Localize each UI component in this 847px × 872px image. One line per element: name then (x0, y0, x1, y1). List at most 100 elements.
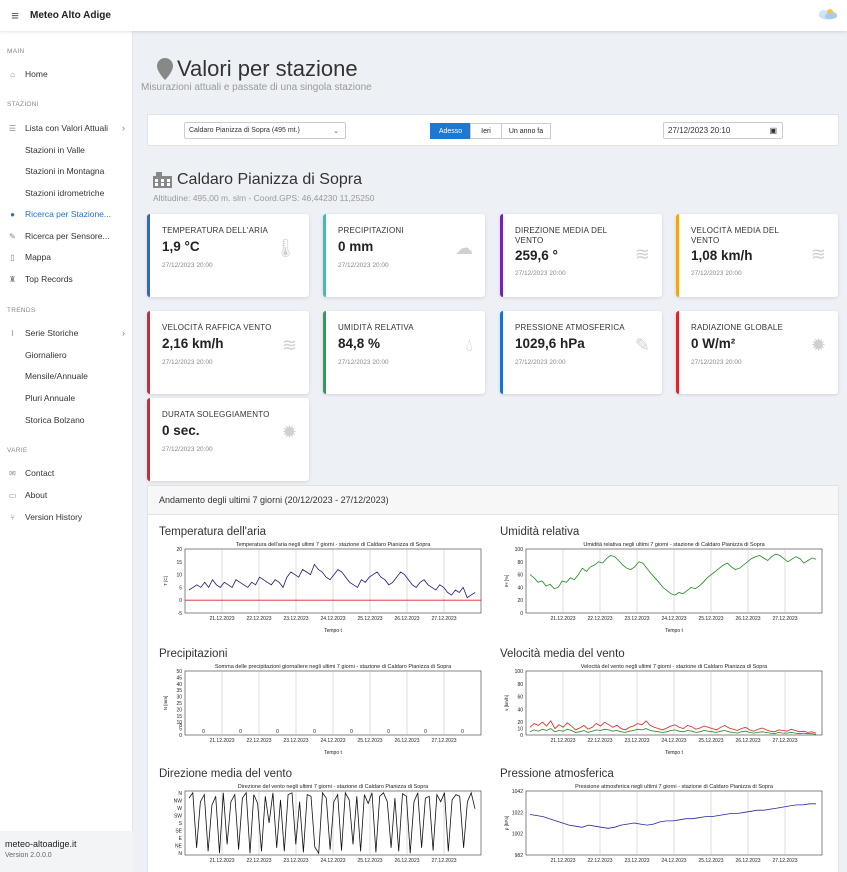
card-label: DIREZIONE MEDIA DEL VENTO (515, 226, 607, 245)
y-tick-label: 100 (515, 547, 524, 553)
y-tick-label: SW (174, 814, 182, 820)
sidebar-item-mensile-annuale[interactable]: Mensile/Annuale (0, 368, 133, 384)
sidebar-section-main: MAIN (7, 48, 25, 55)
y-tick-label: 80 (517, 682, 523, 688)
sidebar-item-stazioni-idrometriche[interactable]: Stazioni idrometriche (0, 185, 133, 201)
y-tick-label: 982 (515, 853, 524, 859)
eyedropper-icon: ✎ (634, 335, 650, 355)
chart-svg: Temperatura dell'aria negli ultimi 7 gio… (163, 542, 482, 634)
y-tick-label: -5 (178, 611, 183, 617)
menu-toggle-icon[interactable]: ≡ (11, 8, 19, 23)
card-label: UMIDITÀ RELATIVA (338, 323, 414, 332)
chart-svg: Pressione atmosferica negli ultimi 7 gio… (504, 784, 823, 864)
card-label: VELOCITÀ MEDIA DEL VENTO (691, 226, 779, 245)
sidebar-section-stazioni: STAZIONI (7, 101, 39, 108)
x-tick-label: 27.12.2023 (772, 858, 797, 864)
bar-data-label: 0 (313, 729, 316, 735)
y-tick-label: N (178, 851, 182, 857)
adesso-button[interactable]: Adesso (430, 123, 471, 139)
station-select[interactable]: Caldaro Pianizza di Sopra (495 mt.) ⌄ (184, 122, 346, 139)
sidebar-item-label: About (25, 490, 48, 500)
sidebar-item-label: Mensile/Annuale (25, 371, 88, 381)
x-tick-label: 21.12.2023 (209, 858, 234, 864)
sidebar-item-stazioni-valle[interactable]: Stazioni in Valle (0, 142, 133, 158)
chart-title: Direzione del vento negli ultimi 7 giorn… (238, 784, 429, 790)
ieri-button[interactable]: Ieri (470, 123, 502, 139)
trophy-icon: ♜ (8, 274, 17, 284)
y-tick-label: 1022 (512, 810, 523, 816)
card-value: 1029,6 hPa (515, 336, 585, 351)
y-tick-label: 8 (179, 723, 182, 729)
top-navbar: ≡ Meteo Alto Adige (0, 0, 847, 31)
calendar-icon[interactable]: ▣ (769, 126, 777, 135)
bar-data-label: 0 (387, 729, 390, 735)
datetime-value: 27/12/2023 20:10 (668, 126, 731, 135)
card-timestamp: 27/12/2023 20:00 (338, 262, 389, 269)
chevron-down-icon: ⌄ (333, 127, 339, 135)
page-subtitle: Misurazioni attuali e passate di una sin… (141, 82, 372, 93)
y-tick-label: 30 (176, 695, 182, 701)
x-tick-label: 22.12.2023 (246, 616, 271, 622)
wind-icon: ≋ (810, 244, 826, 264)
sidebar-item-about[interactable]: ▭ About (0, 487, 133, 503)
y-tick-label: 40 (176, 682, 182, 688)
sidebar-item-ricerca-stazione[interactable]: ● Ricerca per Stazione... (0, 206, 133, 222)
x-tick-label: 22.12.2023 (587, 738, 612, 744)
x-tick-label: 22.12.2023 (587, 858, 612, 864)
chart-svg: Velocità del vento negli ultimi 7 giorni… (504, 664, 823, 756)
sidebar-item-label: Stazioni idrometriche (25, 188, 105, 198)
card-value: 0 W/m² (691, 336, 736, 351)
card-label: PRECIPITAZIONI (338, 226, 404, 235)
x-tick-label: 21.12.2023 (550, 738, 575, 744)
sidebar-item-label: Stazioni in Valle (25, 145, 85, 155)
sidebar-item-version-history[interactable]: ⑂ Version History (0, 509, 133, 525)
x-axis-label: Tempo t (324, 750, 342, 756)
y-tick-label: W (177, 806, 182, 812)
charts-panel-title: Andamento degli ultimi 7 giorni (20/12/2… (148, 486, 838, 515)
sidebar-section-varie: VARIE (7, 447, 28, 454)
measurement-card: DURATA SOLEGGIAMENTO 0 sec. 27/12/2023 20:… (147, 398, 309, 481)
y-tick-label: 60 (517, 573, 523, 579)
sidebar-item-label: Home (25, 69, 48, 79)
sidebar-item-contact[interactable]: ✉ Contact (0, 465, 133, 481)
series-line-1 (529, 728, 817, 735)
map-marker-icon: ● (10, 209, 15, 219)
sidebar-item-storica-bolzano[interactable]: Storica Bolzano (0, 412, 133, 428)
y-tick-label: 1002 (512, 832, 523, 838)
x-tick-label: 22.12.2023 (246, 738, 271, 744)
building-icon (153, 172, 172, 188)
series-line-0 (188, 791, 476, 855)
charts-panel: Andamento degli ultimi 7 giorni (20/12/2… (147, 485, 839, 872)
sidebar-item-serie-storiche[interactable]: ⌇ Serie Storiche › (0, 325, 133, 341)
page-title-text: Valori per stazione (177, 56, 358, 81)
sidebar-item-pluri-annuale[interactable]: Pluri Annuale (0, 390, 133, 406)
sidebar-item-stazioni-montagna[interactable]: Stazioni in Montagna (0, 163, 133, 179)
y-tick-label: NW (174, 799, 183, 805)
bar-data-label: 0 (350, 729, 353, 735)
y-tick-label: N (178, 791, 182, 797)
un-anno-fa-button[interactable]: Un anno fa (501, 123, 551, 139)
sidebar-item-home[interactable]: ⌂ Home (0, 66, 133, 82)
chart-heading: Precipitazioni (159, 648, 228, 660)
series-line-0 (529, 720, 817, 734)
chevron-right-icon: › (122, 328, 125, 338)
chart-heading: Temperatura dell'aria (159, 526, 267, 538)
sidebar-item-top-records[interactable]: ♜ Top Records (0, 271, 133, 287)
sidebar-item-label: Top Records (25, 274, 73, 284)
bar-data-label: 0 (461, 729, 464, 735)
y-tick-label: 5 (179, 585, 182, 591)
sun-icon: ✹ (281, 422, 297, 442)
app-title[interactable]: Meteo Alto Adige (30, 10, 111, 21)
station-select-value: Caldaro Pianizza di Sopra (495 mt.) (189, 127, 300, 134)
sidebar-item-giornaliero[interactable]: Giornaliero (0, 347, 133, 363)
sidebar-item-lista-valori[interactable]: ☰ Lista con Valori Attuali › (0, 120, 133, 136)
sidebar-item-mappa[interactable]: ▯ Mappa (0, 249, 133, 265)
datetime-input[interactable]: 27/12/2023 20:10 ▣ (663, 122, 783, 139)
sidebar-item-label: Contact (25, 468, 55, 478)
sidebar-item-ricerca-sensore[interactable]: ✎ Ricerca per Sensore... (0, 228, 133, 244)
y-tick-label: 15 (176, 560, 182, 566)
x-tick-label: 25.12.2023 (698, 738, 723, 744)
card-timestamp: 27/12/2023 20:00 (162, 359, 213, 366)
card-value: 0 mm (338, 239, 374, 254)
time-button-group: Adesso Ieri Un anno fa (430, 123, 551, 139)
